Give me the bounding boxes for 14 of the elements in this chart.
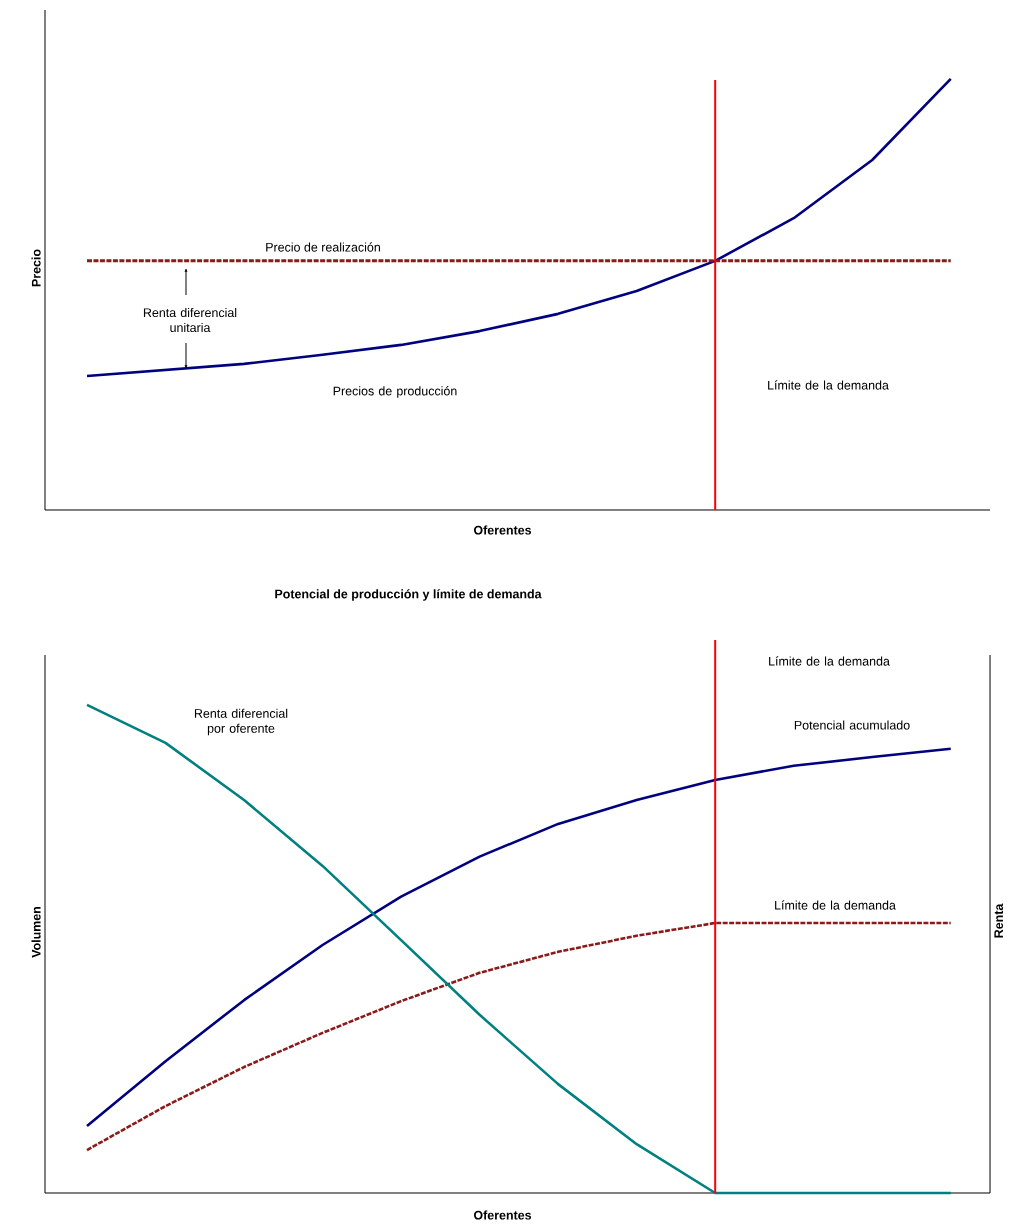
y-axis-title: Volumen [31, 906, 41, 958]
series-label: Potencial acumulado [794, 720, 910, 730]
ref-line-label: Precio de realización [266, 242, 380, 252]
y-axis-title: Precio [31, 249, 41, 287]
x-axis-title: Oferentes [473, 525, 532, 535]
annotation: Renta diferencial unitaria [143, 307, 237, 333]
chart-title: Potencial de producción y límite de demanda [275, 589, 542, 601]
text: Límite de la demanda [769, 656, 890, 666]
x-axis-title: Oferentes [473, 1210, 532, 1220]
text: Precios de producción [333, 386, 457, 398]
series-label: Límite de la demanda [775, 900, 896, 910]
y2-axis-title: Renta [994, 903, 1004, 938]
annotation: Límite de la demanda [768, 380, 889, 390]
series-label: Renta diferencial por oferente [194, 708, 288, 736]
